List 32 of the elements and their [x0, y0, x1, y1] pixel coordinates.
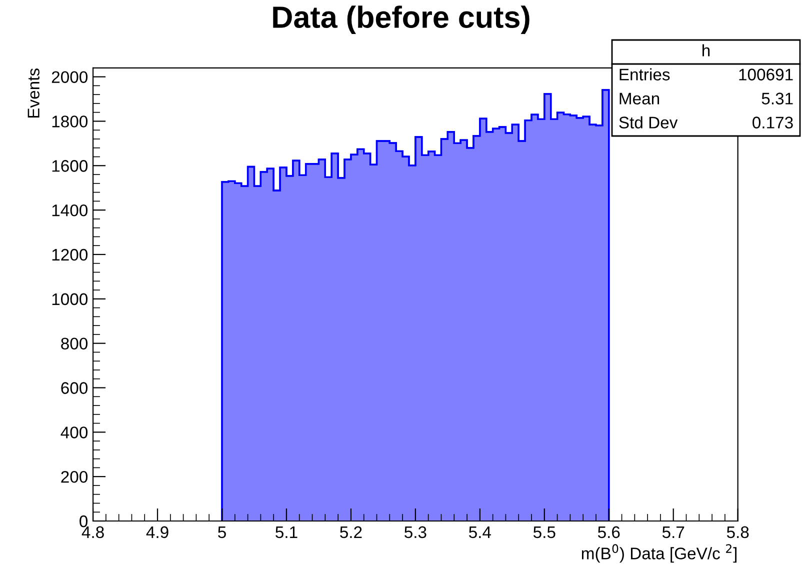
x-tick-label: 5.7	[662, 526, 684, 538]
y-tick-label: 400	[60, 426, 88, 438]
x-tick-label: 5.3	[404, 526, 426, 538]
x-tick-label: 5.4	[469, 526, 492, 538]
annotation: Std Dev	[619, 116, 678, 128]
y-tick-label: 1000	[52, 293, 88, 306]
x-tick-label: 4.9	[146, 526, 168, 538]
y-axis-title: Events	[28, 68, 40, 118]
x-tick-label: 5.1	[276, 526, 298, 538]
y-tick-label: 1600	[52, 160, 88, 172]
x-tick-label: 4.8	[82, 526, 104, 538]
x-axis-title: m(B$^{0}$) Data [GeV/c $^{2}$]	[582, 544, 736, 563]
x-tick-label: 5	[218, 526, 226, 538]
y-tick-label: 2000	[52, 71, 88, 84]
x-tick-label: 5.6	[598, 526, 620, 538]
annotation: Mean	[620, 92, 660, 104]
chart-title: Data (before cuts)	[273, 6, 530, 34]
x-tick-label: 5.2	[340, 526, 362, 538]
y-tick-label: 0	[80, 515, 88, 528]
y-tick-label: 800	[61, 338, 88, 350]
text: 100691	[739, 68, 793, 80]
text: h	[702, 44, 710, 56]
text: 5.31	[762, 92, 793, 104]
text: 0.173	[752, 116, 793, 128]
y-tick-label: 1400	[52, 204, 88, 216]
y-tick-label: 200	[61, 470, 88, 483]
x-tick-label: 5.8	[726, 526, 749, 538]
y-tick-label: 600	[61, 382, 88, 394]
x-tick-label: 5.5	[533, 526, 556, 538]
annotation: Entries	[620, 68, 670, 80]
y-tick-label: 1800	[52, 116, 88, 128]
y-tick-label: 1200	[52, 248, 88, 261]
